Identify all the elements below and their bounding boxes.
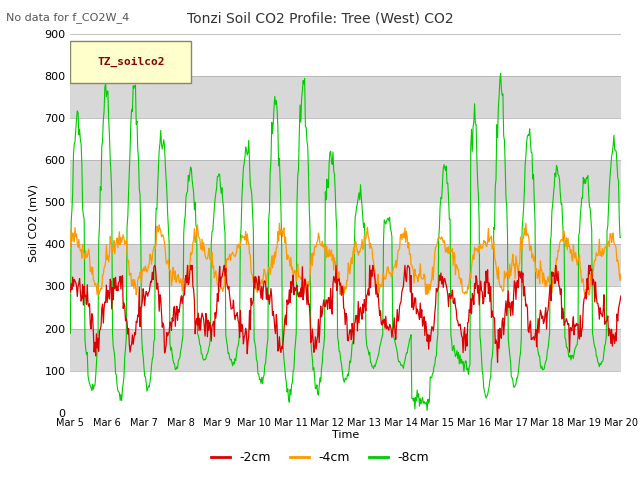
Text: Tonzi Soil CO2 Profile: Tree (West) CO2: Tonzi Soil CO2 Profile: Tree (West) CO2 — [187, 12, 453, 26]
Bar — [70, 160, 621, 202]
Bar — [70, 328, 621, 371]
Bar — [70, 244, 621, 287]
Bar — [70, 371, 621, 413]
X-axis label: Time: Time — [332, 431, 359, 441]
Bar — [70, 118, 621, 160]
Text: No data for f_CO2W_4: No data for f_CO2W_4 — [6, 12, 130, 23]
FancyBboxPatch shape — [70, 41, 191, 83]
Bar — [70, 76, 621, 118]
Text: TZ_soilco2: TZ_soilco2 — [97, 57, 164, 67]
Y-axis label: Soil CO2 (mV): Soil CO2 (mV) — [29, 184, 39, 262]
Legend: -2cm, -4cm, -8cm: -2cm, -4cm, -8cm — [206, 446, 434, 469]
Bar — [70, 202, 621, 244]
Bar — [70, 34, 621, 76]
Bar — [70, 287, 621, 328]
